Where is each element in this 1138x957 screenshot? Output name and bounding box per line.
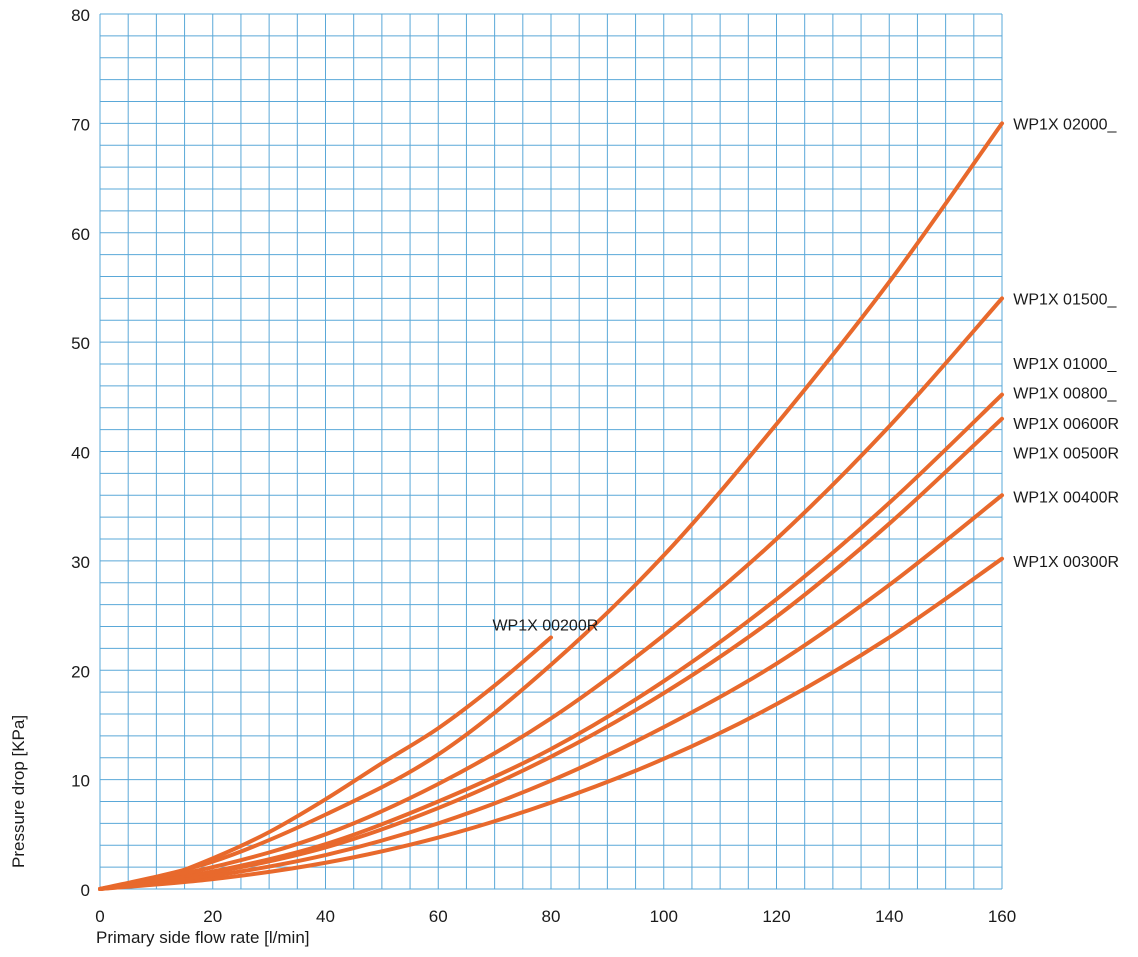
- series-line-wp1x-01500: [98, 296, 1004, 891]
- x-tick-label: 100: [650, 907, 678, 926]
- series-label: WP1X 00400R: [1013, 489, 1119, 506]
- series-label: WP1X 00800_: [1013, 385, 1117, 402]
- series-label: WP1X 00600R: [1013, 416, 1119, 433]
- x-tick-label: 60: [429, 907, 448, 926]
- y-tick-label: 50: [71, 334, 90, 353]
- series-line-wp1x-00800: [98, 416, 1004, 891]
- y-tick-label: 80: [71, 6, 90, 25]
- x-axis-title: Primary side flow rate [l/min]: [96, 928, 310, 947]
- series-label: WP1X 00500R: [1013, 446, 1119, 463]
- x-tick-label: 80: [542, 907, 561, 926]
- x-tick-label: 160: [988, 907, 1016, 926]
- y-tick-label: 0: [81, 881, 90, 900]
- series-line-wp1x-00300r: [98, 556, 1004, 891]
- x-tick-label: 40: [316, 907, 335, 926]
- y-tick-label: 40: [71, 444, 90, 463]
- y-tick-label: 60: [71, 225, 90, 244]
- y-tick-label: 10: [71, 772, 90, 791]
- series-line-wp1x-02000: [98, 121, 1004, 891]
- series-label: WP1X 00200R: [492, 617, 598, 634]
- x-tick-label: 20: [203, 907, 222, 926]
- y-axis-title: Pressure drop [KPa]: [9, 715, 28, 868]
- x-tick-label: 0: [95, 907, 104, 926]
- y-tick-label: 20: [71, 662, 90, 681]
- axis-tick-labels: 0 20 40 60 80 100 120 140 160 0 10 20 30 40 50 60 70 80: [71, 6, 1016, 926]
- y-tick-label: 30: [71, 553, 90, 572]
- plot-grid: [99, 13, 1003, 890]
- series-label: WP1X 01000_: [1013, 356, 1117, 373]
- series-labels: WP1X 00200R WP1X 02000_ WP1X 01500_ WP1X 01…: [492, 116, 1119, 634]
- y-tick-label: 70: [71, 115, 90, 134]
- x-tick-label: 120: [762, 907, 790, 926]
- series-lines: [98, 121, 1004, 891]
- series-line-wp1x-00500r: [98, 493, 1004, 891]
- series-label: WP1X 01500_: [1013, 291, 1117, 308]
- x-tick-label: 140: [875, 907, 903, 926]
- series-label: WP1X 00300R: [1013, 554, 1119, 571]
- series-label: WP1X 02000_: [1013, 116, 1117, 133]
